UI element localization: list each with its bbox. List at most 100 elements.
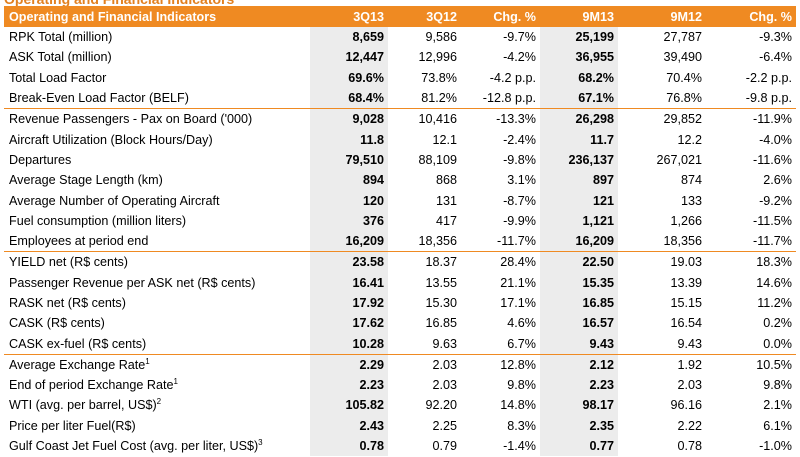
cell-9m12: 27,787 xyxy=(663,30,702,45)
cell-3q12: 2.03 xyxy=(432,378,457,393)
cell-chg-quarter: -12.8 p.p. xyxy=(482,91,536,106)
row-label-text: Passenger Revenue per ASK net (R$ cents) xyxy=(9,275,256,290)
cell-chg-ninemonths: 18.3% xyxy=(706,251,796,273)
cell-9m13: 26,298 xyxy=(540,108,618,130)
cell-3q12: 9,586 xyxy=(425,30,457,45)
cell-9m12: 19.03 xyxy=(618,251,706,273)
cell-3q12: 18,356 xyxy=(418,234,457,249)
row-label-text: Gulf Coast Jet Fuel Cost (avg. per liter… xyxy=(9,439,259,454)
row-label: Passenger Revenue per ASK net (R$ cents) xyxy=(4,273,310,293)
cell-9m12: 12.2 xyxy=(677,132,702,147)
cell-chg-quarter: -11.7% xyxy=(497,234,536,249)
cell-9m12: 70.4% xyxy=(666,70,702,85)
row-label: Total Load Factor xyxy=(4,68,310,88)
cell-3q12: 12.1 xyxy=(432,132,457,147)
table-row: Revenue Passengers - Pax on Board ('000)… xyxy=(4,108,796,130)
row-label: Break-Even Load Factor (BELF) xyxy=(4,88,310,109)
cell-chg-ninemonths: -2.2 p.p. xyxy=(745,70,792,85)
cell-chg-quarter: 9.8% xyxy=(507,378,536,393)
cell-9m12: 267,021 xyxy=(656,152,702,167)
row-label-text: ASK Total (million) xyxy=(9,50,112,65)
cell-chg-ninemonths: 10.5% xyxy=(706,353,796,376)
cell-9m13: 36,955 xyxy=(540,47,618,68)
row-label-text: Price per liter Fuel(R$) xyxy=(9,418,136,433)
header-9m13: 9M13 xyxy=(540,6,618,27)
cell-9m13: 897 xyxy=(540,170,618,191)
table-row: Gulf Coast Jet Fuel Cost (avg. per liter… xyxy=(4,435,796,457)
row-label-text: End of period Exchange Rate xyxy=(9,378,174,393)
cell-chg-quarter: 14.8% xyxy=(500,398,536,413)
row-label: Average Exchange Rate1 xyxy=(4,353,310,376)
table-row: ASK Total (million) 12,447 12,996 -4.2% 36,9… xyxy=(4,47,796,68)
cell-3q12: 16.85 xyxy=(425,316,457,331)
cell-chg-quarter: -9.8% xyxy=(503,152,536,167)
cell-chg-quarter: 4.6% xyxy=(507,316,536,331)
row-label-text: Revenue Passengers - Pax on Board ('000) xyxy=(9,112,253,127)
cell-3q13: 16,209 xyxy=(310,230,388,252)
cell-3q13: 120 xyxy=(310,190,388,211)
cell-3q13: 894 xyxy=(310,170,388,191)
cell-9m13: 121 xyxy=(540,190,618,211)
table-row: Passenger Revenue per ASK net (R$ cents)… xyxy=(4,272,796,293)
cell-chg-ninemonths: -9.8 p.p. xyxy=(745,91,792,106)
cell-chg-quarter: -8.7% xyxy=(503,193,536,208)
cell-3q13: 2.23 xyxy=(310,375,388,396)
cell-3q12: 18.37 xyxy=(388,251,461,273)
cell-chg-quarter: 12.8% xyxy=(461,353,540,376)
cell-3q13: 12,447 xyxy=(310,47,388,68)
row-label: RASK net (R$ cents) xyxy=(4,293,310,313)
row-label: Departures xyxy=(4,150,310,170)
cell-3q12: 73.8% xyxy=(421,70,457,85)
cell-chg-quarter: -9.7% xyxy=(503,30,536,45)
cell-3q12: 13.55 xyxy=(425,275,457,290)
cell-chg-ninemonths: 0.0% xyxy=(763,336,792,351)
row-label-text: CASK ex-fuel (R$ cents) xyxy=(9,336,147,351)
footnote-marker: 2 xyxy=(156,397,162,407)
table-header-row: Operating and Financial Indicators 3Q13 … xyxy=(4,6,796,27)
cell-9m13: 2.35 xyxy=(540,415,618,436)
table-row: Average Exchange Rate1 2.29 2.03 12.8% 2.12 1… xyxy=(4,353,796,376)
cell-3q13: 376 xyxy=(310,210,388,231)
cell-chg-ninemonths: -11.9% xyxy=(706,108,796,130)
cell-chg-ninemonths: 6.1% xyxy=(763,418,792,433)
cell-3q13: 16.41 xyxy=(310,272,388,293)
cell-chg-quarter: -1.4% xyxy=(503,439,536,454)
cell-3q13: 79,510 xyxy=(310,149,388,171)
indicators-table: Operating and Financial Indicators 3Q13 … xyxy=(4,6,796,457)
cell-chg-ninemonths: -6.4% xyxy=(759,50,792,65)
cell-9m12: 96.16 xyxy=(670,398,702,413)
cell-chg-ninemonths: 2.6% xyxy=(763,173,792,188)
row-label-text: Average Number of Operating Aircraft xyxy=(9,193,220,208)
cell-chg-quarter: -4.2 p.p. xyxy=(489,70,536,85)
row-label-text: Break-Even Load Factor (BELF) xyxy=(9,91,189,106)
cell-3q13: 69.6% xyxy=(310,67,388,88)
header-3q13: 3Q13 xyxy=(310,6,388,27)
table-row: Break-Even Load Factor (BELF) 68.4% 81.2% -… xyxy=(4,87,796,109)
cell-9m13: 25,199 xyxy=(540,27,618,48)
cell-9m13: 0.77 xyxy=(540,435,618,457)
cell-9m13: 9.43 xyxy=(540,333,618,355)
cell-chg-ninemonths: 0.2% xyxy=(763,316,792,331)
row-label: Revenue Passengers - Pax on Board ('000) xyxy=(4,108,310,130)
cell-3q12: 92.20 xyxy=(425,398,457,413)
cell-chg-quarter: -2.4% xyxy=(503,132,536,147)
cell-chg-quarter: 21.1% xyxy=(500,275,536,290)
cell-9m12: 874 xyxy=(680,173,702,188)
cell-3q12: 15.30 xyxy=(425,296,457,310)
cell-3q12: 0.79 xyxy=(432,439,457,454)
cell-3q13: 68.4% xyxy=(310,87,388,109)
cell-9m12: 1.92 xyxy=(618,353,706,376)
table-row: Price per liter Fuel(R$) 2.43 2.25 8.3% 2.35… xyxy=(4,415,796,436)
cell-chg-ninemonths: -9.3% xyxy=(759,30,792,45)
row-label-text: WTI (avg. per barrel, US$) xyxy=(9,398,157,413)
row-label-text: Aircraft Utilization (Block Hours/Day) xyxy=(9,132,213,147)
cell-9m13: 16.57 xyxy=(540,313,618,334)
cell-3q12: 131 xyxy=(435,193,457,208)
row-label-text: Fuel consumption (million liters) xyxy=(9,213,187,228)
cell-chg-quarter: -4.2% xyxy=(503,50,536,65)
cell-9m12: 15.15 xyxy=(670,296,702,310)
cell-3q13: 11.8 xyxy=(310,129,388,150)
cell-9m12: 39,490 xyxy=(663,50,702,65)
cell-9m12: 16.54 xyxy=(670,316,702,331)
cell-chg-quarter: 3.1% xyxy=(507,173,536,188)
